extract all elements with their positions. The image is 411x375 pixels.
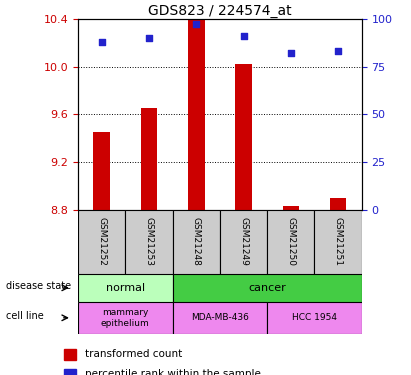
Text: mammary
epithelium: mammary epithelium xyxy=(101,308,150,327)
Text: percentile rank within the sample: percentile rank within the sample xyxy=(85,369,261,375)
Bar xyxy=(64,349,76,360)
Bar xyxy=(314,210,362,274)
Text: GSM21251: GSM21251 xyxy=(334,217,342,266)
Bar xyxy=(267,302,362,334)
Text: GSM21252: GSM21252 xyxy=(97,217,106,266)
Text: normal: normal xyxy=(106,283,145,293)
Point xyxy=(287,50,294,56)
Text: disease state: disease state xyxy=(6,281,72,291)
Point xyxy=(240,33,247,39)
Bar xyxy=(235,64,252,210)
Point xyxy=(335,48,341,54)
Text: GSM21250: GSM21250 xyxy=(286,217,295,266)
Bar xyxy=(220,210,267,274)
Bar xyxy=(64,369,76,375)
Bar xyxy=(330,198,346,210)
Bar xyxy=(78,302,173,334)
Text: cancer: cancer xyxy=(248,283,286,293)
Point xyxy=(145,35,152,41)
Bar xyxy=(141,108,157,210)
Text: GSM21249: GSM21249 xyxy=(239,217,248,266)
Title: GDS823 / 224574_at: GDS823 / 224574_at xyxy=(148,4,292,18)
Text: MDA-MB-436: MDA-MB-436 xyxy=(191,314,249,322)
Bar xyxy=(173,302,267,334)
Bar xyxy=(78,274,173,302)
Text: cell line: cell line xyxy=(6,311,44,321)
Bar xyxy=(188,16,205,210)
Bar xyxy=(267,210,314,274)
Text: transformed count: transformed count xyxy=(85,350,182,360)
Bar xyxy=(93,132,110,210)
Text: GSM21248: GSM21248 xyxy=(192,217,201,266)
Point xyxy=(99,39,105,45)
Bar xyxy=(125,210,173,274)
Bar xyxy=(173,210,220,274)
Point xyxy=(193,21,199,27)
Bar xyxy=(173,274,362,302)
Bar xyxy=(78,210,125,274)
Text: GSM21253: GSM21253 xyxy=(145,217,153,266)
Text: HCC 1954: HCC 1954 xyxy=(292,314,337,322)
Bar xyxy=(282,206,299,210)
